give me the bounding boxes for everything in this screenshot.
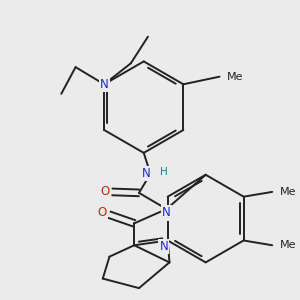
Text: N: N	[142, 167, 151, 180]
Text: Me: Me	[280, 240, 296, 250]
Text: N: N	[162, 206, 171, 219]
Text: Me: Me	[280, 187, 296, 197]
Text: H: H	[160, 167, 168, 177]
Text: O: O	[100, 185, 109, 198]
Text: N: N	[100, 78, 109, 91]
Text: O: O	[97, 206, 106, 219]
Text: N: N	[160, 240, 168, 253]
Text: Me: Me	[227, 72, 244, 82]
